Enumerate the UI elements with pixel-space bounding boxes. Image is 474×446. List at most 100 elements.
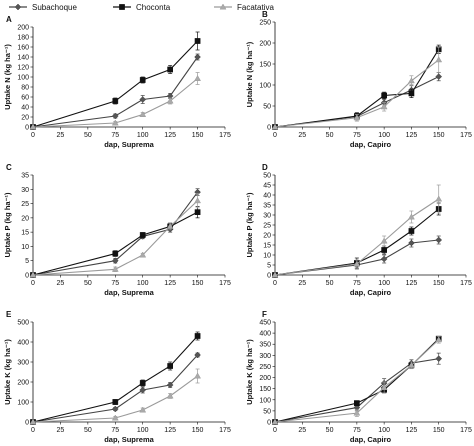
y-tick-label: 0 — [25, 125, 29, 132]
x-tick-label: 150 — [433, 132, 445, 139]
x-tick-label: 175 — [460, 427, 472, 434]
data-point — [435, 355, 443, 363]
x-tick-label: 100 — [378, 132, 390, 139]
y-tick-label: 400 — [259, 331, 271, 338]
x-tick-label: 25 — [57, 132, 65, 139]
x-axis-label: dap, Capiro — [350, 140, 392, 149]
data-point — [435, 56, 443, 63]
y-tick-label: 0 — [25, 420, 29, 427]
y-tick-label: 15 — [21, 230, 29, 237]
series-subachoque — [29, 351, 201, 426]
y-tick-label: 180 — [17, 35, 29, 42]
x-tick-label: 125 — [406, 132, 418, 139]
legend-marker — [14, 3, 22, 11]
y-tick-label: 30 — [263, 213, 271, 220]
data-point — [166, 392, 174, 399]
x-tick-label: 75 — [353, 280, 361, 287]
x-tick-label: 100 — [137, 280, 149, 287]
y-tick-label: 20 — [21, 215, 29, 222]
legend: Subachoque Choconta Facatativa — [9, 3, 274, 12]
data-point — [381, 92, 387, 99]
x-tick-label: 125 — [164, 427, 176, 434]
x-tick-label: 0 — [31, 132, 35, 139]
data-point — [29, 418, 37, 425]
series-facatativa — [29, 72, 202, 130]
y-axis-label: Uptake N (kg ha⁻¹) — [3, 44, 12, 110]
x-tick-label: 175 — [219, 427, 231, 434]
x-tick-label: 125 — [164, 280, 176, 287]
data-point — [354, 400, 360, 406]
data-point — [29, 123, 37, 130]
x-tick-label: 50 — [84, 132, 92, 139]
x-tick-label: 25 — [298, 132, 306, 139]
data-point — [380, 255, 388, 263]
x-tick-label: 100 — [137, 132, 149, 139]
y-tick-label: 25 — [21, 201, 29, 208]
data-point — [381, 247, 387, 253]
y-tick-label: 0 — [25, 273, 29, 280]
data-point — [112, 399, 119, 405]
y-tick-label: 200 — [17, 380, 29, 387]
data-point — [271, 123, 279, 130]
x-tick-label: 25 — [298, 427, 306, 434]
x-tick-label: 75 — [111, 280, 119, 287]
y-tick-label: 0 — [267, 273, 271, 280]
x-tick-label: 75 — [111, 427, 119, 434]
y-tick-label: 500 — [17, 320, 29, 327]
data-point — [166, 222, 174, 229]
data-point — [194, 38, 201, 44]
data-point — [139, 386, 147, 394]
panel-a: 0 25 50 75 100 125 150 175 0 20 40 60 80 100 120 140 160… — [3, 15, 231, 149]
data-point — [112, 250, 119, 257]
panel-f: 0 25 50 75 100 125 150 175 0 50 100 150 200 250 300 350… — [245, 310, 472, 444]
x-tick-label: 125 — [406, 427, 418, 434]
y-tick-label: 250 — [259, 364, 271, 371]
legend-marker — [219, 3, 227, 10]
y-tick-label: 10 — [21, 244, 29, 251]
data-point — [271, 271, 279, 278]
x-tick-label: 150 — [433, 427, 445, 434]
series-facatativa — [29, 193, 202, 278]
y-tick-label: 250 — [259, 20, 271, 27]
x-tick-label: 100 — [378, 427, 390, 434]
x-tick-label: 50 — [84, 427, 92, 434]
y-tick-label: 0 — [267, 420, 271, 427]
y-tick-label: 40 — [263, 193, 271, 200]
data-point — [194, 74, 202, 81]
panel-e: 0 25 50 75 100 125 150 175 0 100 200 300 400 500 Edap,… — [3, 310, 231, 444]
series-line — [32, 211, 198, 276]
y-tick-label: 25 — [263, 223, 271, 230]
x-tick-label: 0 — [273, 280, 277, 287]
series-choconta — [30, 331, 201, 425]
y-tick-label: 80 — [21, 85, 29, 92]
x-tick-label: 25 — [57, 427, 65, 434]
y-tick-label: 5 — [25, 258, 29, 265]
y-tick-label: 100 — [17, 75, 29, 82]
y-tick-label: 50 — [263, 104, 271, 111]
x-tick-label: 75 — [353, 132, 361, 139]
x-axis-label: dap, Capiro — [350, 435, 392, 444]
data-point — [194, 53, 201, 61]
data-point — [111, 265, 119, 272]
y-tick-label: 20 — [21, 115, 29, 122]
x-tick-label: 50 — [326, 132, 334, 139]
y-axis-label: Uptake P (kg ha⁻¹) — [3, 192, 12, 258]
series-facatativa — [29, 368, 202, 425]
y-axis-label: Uptake K (kg ha⁻¹) — [3, 339, 12, 405]
y-tick-label: 200 — [259, 375, 271, 382]
y-tick-label: 200 — [17, 25, 29, 32]
data-point — [380, 103, 388, 110]
y-tick-label: 200 — [259, 41, 271, 48]
data-point — [139, 406, 147, 413]
y-tick-label: 0 — [267, 125, 271, 132]
y-tick-label: 120 — [17, 65, 29, 72]
y-tick-label: 150 — [259, 62, 271, 69]
data-point — [408, 228, 415, 234]
series-facatativa — [271, 336, 443, 425]
y-tick-label: 5 — [267, 263, 271, 270]
y-tick-label: 160 — [17, 45, 29, 52]
x-tick-label: 50 — [326, 280, 334, 287]
y-tick-label: 50 — [263, 408, 271, 415]
data-point — [166, 381, 174, 389]
